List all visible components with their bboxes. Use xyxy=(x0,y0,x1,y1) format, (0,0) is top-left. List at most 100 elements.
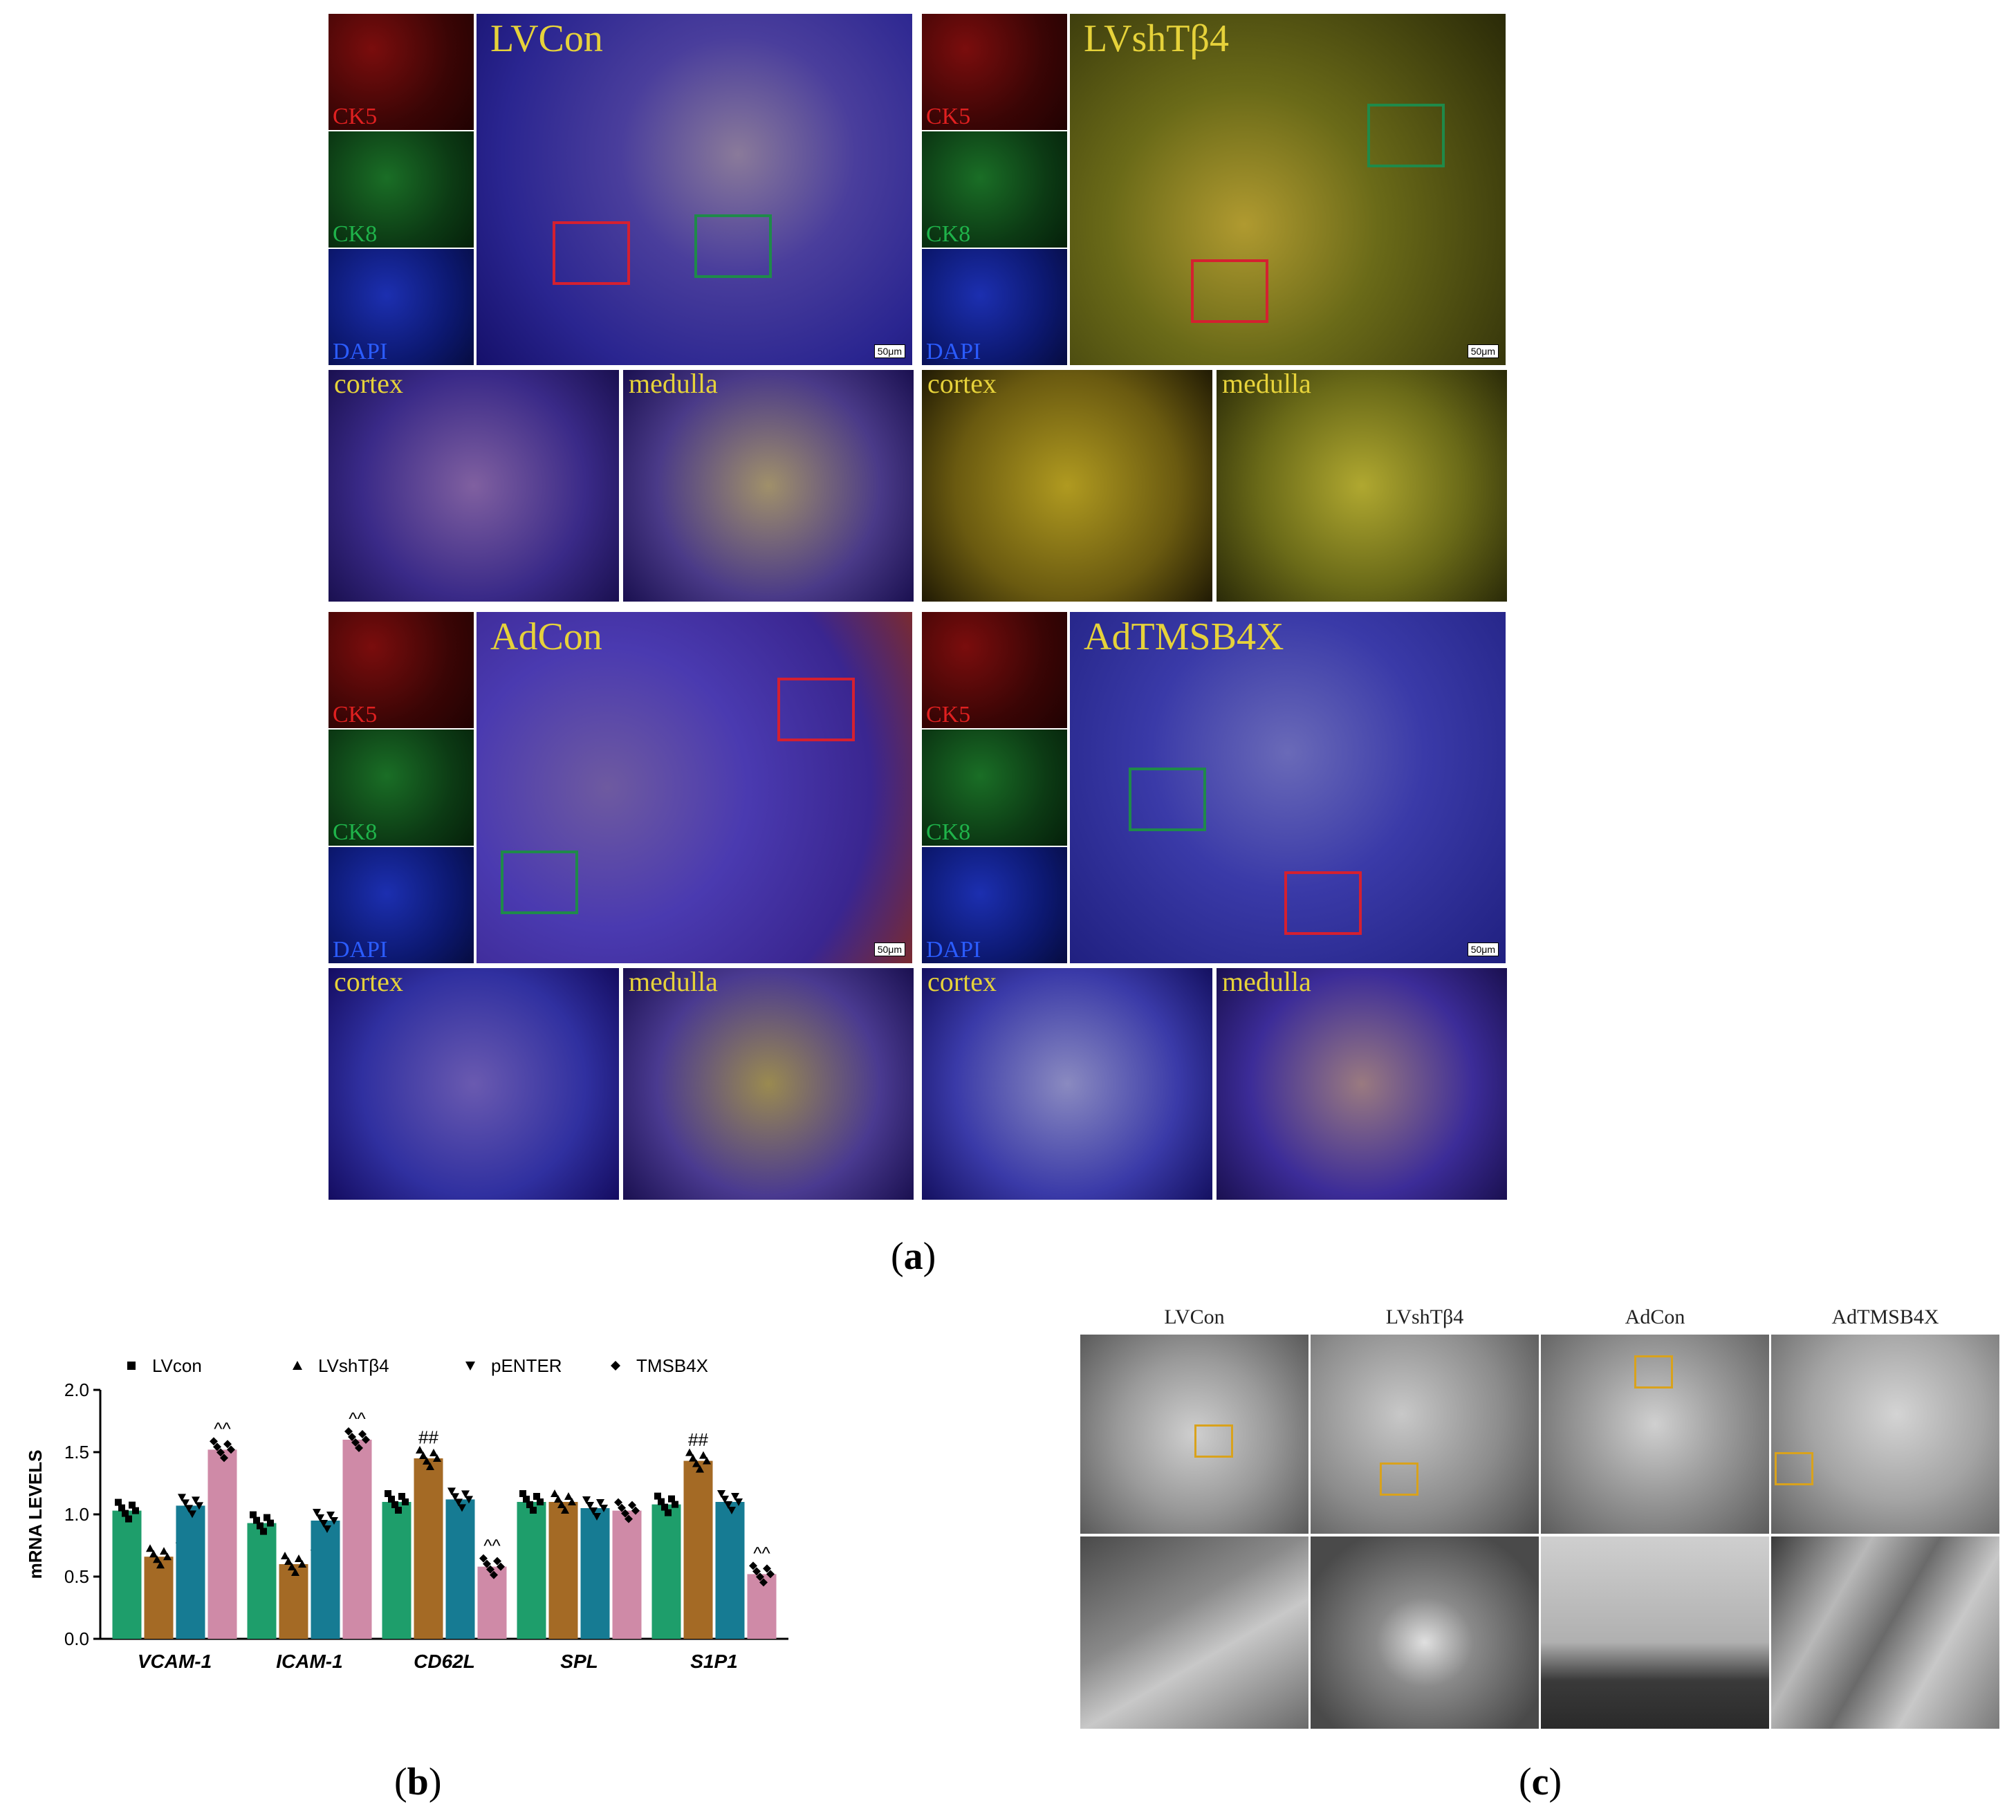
zoom-label: medulla xyxy=(1222,968,1311,997)
data-point xyxy=(490,1570,498,1579)
roi-box xyxy=(1367,104,1445,167)
channel-label: DAPI xyxy=(926,339,981,364)
data-point xyxy=(734,1498,743,1506)
data-point xyxy=(454,1498,463,1507)
significance-label: ## xyxy=(688,1429,708,1450)
channel-label: CK8 xyxy=(333,221,378,247)
category-label: CD62L xyxy=(414,1651,475,1672)
bar xyxy=(651,1504,681,1639)
data-point xyxy=(250,1511,257,1519)
bar xyxy=(580,1508,610,1639)
data-point xyxy=(537,1498,544,1505)
data-point xyxy=(260,1528,267,1535)
bar xyxy=(176,1505,205,1639)
data-point xyxy=(288,1563,296,1570)
data-point xyxy=(330,1517,338,1525)
category-label: VCAM-1 xyxy=(138,1651,212,1672)
channel-label: CK8 xyxy=(926,819,971,845)
data-point xyxy=(391,1501,398,1508)
data-point xyxy=(398,1493,405,1500)
data-point xyxy=(586,1502,594,1510)
data-point xyxy=(763,1564,771,1573)
zoom-tile-cortex: cortex xyxy=(329,370,619,602)
data-point xyxy=(533,1493,540,1500)
em-zoom-image xyxy=(1080,1536,1308,1729)
data-point xyxy=(497,1562,505,1571)
data-point xyxy=(355,1444,363,1452)
bar xyxy=(477,1566,507,1639)
bar xyxy=(517,1502,546,1639)
channel-tile-dapi: DAPI xyxy=(329,249,474,365)
data-point xyxy=(348,1433,356,1441)
category-label: S1P1 xyxy=(690,1651,738,1672)
channel-label: DAPI xyxy=(926,937,981,963)
data-point xyxy=(267,1519,274,1527)
em-zoom-image xyxy=(1771,1536,1999,1729)
data-point xyxy=(728,1507,736,1514)
em-overview-image xyxy=(1311,1335,1539,1534)
significance-label: ^^ xyxy=(349,1408,366,1429)
data-point xyxy=(153,1555,161,1563)
data-point xyxy=(227,1445,235,1454)
bar xyxy=(247,1523,277,1639)
bar xyxy=(112,1510,142,1639)
data-point xyxy=(323,1525,331,1533)
data-point xyxy=(461,1490,470,1498)
y-tick-label: 1.0 xyxy=(64,1504,89,1525)
em-group-title: AdTMSB4X xyxy=(1831,1306,1939,1328)
channel-label: CK5 xyxy=(926,104,971,129)
data-point xyxy=(146,1544,154,1552)
data-point xyxy=(526,1501,533,1508)
data-point xyxy=(554,1495,562,1503)
data-point xyxy=(766,1570,775,1579)
data-point xyxy=(213,1442,221,1451)
data-point xyxy=(223,1440,232,1449)
data-point xyxy=(313,1509,321,1516)
data-point xyxy=(493,1557,501,1566)
data-point xyxy=(479,1554,488,1563)
scale-bar: 50μm xyxy=(1467,344,1499,358)
data-point xyxy=(749,1561,757,1570)
bar xyxy=(311,1521,340,1639)
zoom-label: cortex xyxy=(334,370,403,399)
legend-marker xyxy=(293,1361,302,1370)
data-point xyxy=(631,1506,640,1515)
data-point xyxy=(486,1565,494,1574)
data-point xyxy=(156,1561,165,1569)
legend-label: LVcon xyxy=(152,1355,202,1376)
zoom-tile-medulla: medulla xyxy=(623,968,914,1200)
bar xyxy=(612,1510,642,1639)
category-label: ICAM-1 xyxy=(276,1651,342,1672)
data-point xyxy=(621,1509,629,1518)
data-point xyxy=(263,1514,270,1521)
composite-image: LVCon 50μm xyxy=(477,14,912,365)
data-point xyxy=(210,1437,218,1446)
data-point xyxy=(564,1492,573,1500)
significance-label: ^^ xyxy=(753,1543,770,1563)
data-point xyxy=(696,1465,704,1473)
data-point xyxy=(654,1492,661,1500)
em-zoom-image xyxy=(1541,1536,1769,1729)
data-point xyxy=(195,1502,203,1510)
data-point xyxy=(551,1489,559,1497)
data-point xyxy=(149,1550,158,1558)
data-point xyxy=(316,1514,324,1522)
data-point xyxy=(163,1552,172,1561)
em-overview-image xyxy=(1541,1335,1769,1534)
legend-label: LVshTβ4 xyxy=(318,1355,389,1376)
data-point xyxy=(596,1499,604,1507)
group-title: AdCon xyxy=(490,615,602,658)
data-point xyxy=(351,1438,360,1447)
data-point xyxy=(703,1456,711,1465)
zoom-label: cortex xyxy=(334,968,403,997)
em-roi-box xyxy=(1380,1463,1418,1496)
data-point xyxy=(402,1498,409,1505)
significance-label: ^^ xyxy=(483,1535,501,1556)
channel-tile-dapi: DAPI xyxy=(922,249,1067,365)
bar xyxy=(279,1564,308,1639)
data-point xyxy=(362,1436,370,1444)
data-point xyxy=(668,1495,675,1503)
zoom-tile-cortex: cortex xyxy=(922,370,1212,602)
zoom-tile-medulla: medulla xyxy=(1217,968,1507,1200)
data-point xyxy=(625,1514,633,1523)
